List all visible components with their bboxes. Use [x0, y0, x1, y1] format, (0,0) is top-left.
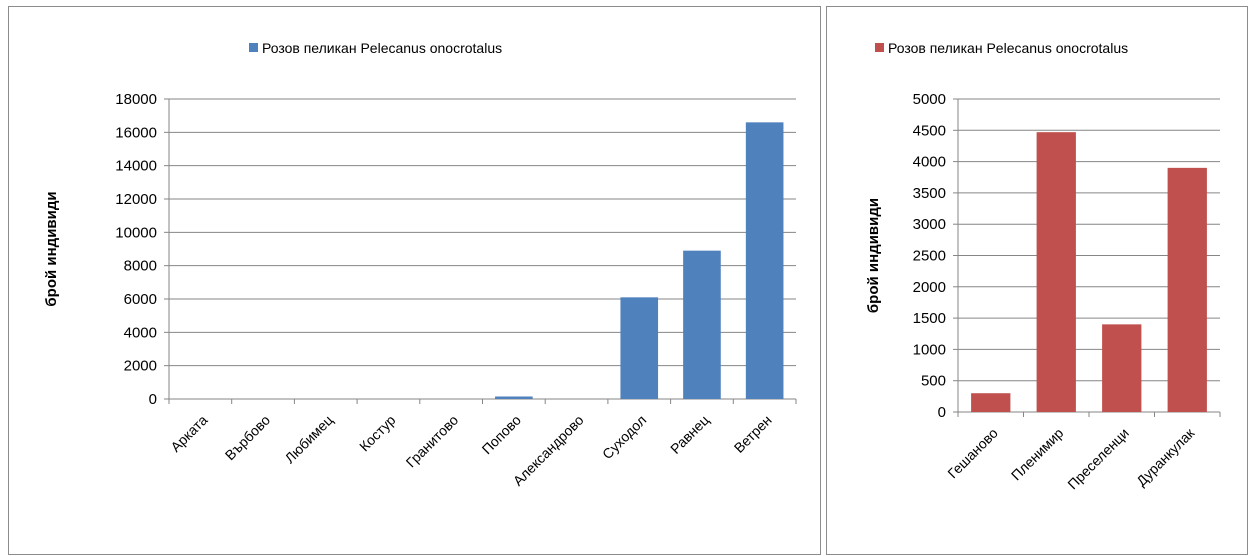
y-tick-label: 2000 [124, 358, 157, 375]
bar [1167, 167, 1207, 412]
y-tick-label: 1500 [913, 310, 946, 327]
y-tick-label: 10000 [115, 224, 157, 241]
legend-swatch [249, 43, 258, 52]
y-tick-label: 12000 [115, 191, 157, 208]
x-category-label: Гранитово [403, 412, 462, 471]
y-tick-label: 14000 [115, 158, 157, 175]
y-tick-label: 16000 [115, 124, 157, 141]
x-category-label: Равнец [667, 412, 712, 457]
legend-swatch [875, 43, 884, 52]
chart-panel-right: Розов пеликан Pelecanus onocrotalus брой … [826, 6, 1248, 555]
y-tick-label: 0 [149, 391, 157, 408]
x-category-label: Попово [479, 412, 525, 458]
y-tick-label: 2500 [913, 248, 946, 265]
x-category-label: Гешаново [944, 425, 1001, 482]
y-tick-label: 18000 [115, 91, 157, 108]
y-axis-title: брой индивиди [865, 198, 882, 313]
y-tick-label: 4500 [913, 122, 946, 139]
y-tick-label: 8000 [124, 258, 157, 275]
y-tick-label: 6000 [124, 291, 157, 308]
x-category-label: Преселенци [1064, 425, 1132, 493]
x-category-label: Ветрен [731, 412, 775, 456]
bar-chart-svg: Розов пеликан Pelecanus onocrotalus брой … [43, 40, 797, 489]
y-tick-label: 3500 [913, 185, 946, 202]
legend-label: Розов пеликан Pelecanus onocrotalus [262, 40, 502, 56]
y-tick-label: 0 [938, 404, 946, 421]
y-tick-label: 500 [921, 373, 946, 390]
x-category-label: Върбово [222, 412, 274, 464]
bar [971, 393, 1011, 412]
y-tick-label: 4000 [913, 154, 946, 171]
bar [1036, 132, 1076, 412]
bar [683, 250, 721, 399]
y-tick-label: 4000 [124, 324, 157, 341]
y-axis-title: брой индивиди [43, 191, 60, 306]
bar [1102, 324, 1142, 412]
bar-chart-svg: Розов пеликан Pelecanus onocrotalus брой … [865, 40, 1221, 493]
y-tick-label: 2000 [913, 279, 946, 296]
x-category-label: Арката [167, 412, 210, 455]
x-category-label: Любимец [281, 412, 335, 466]
y-tick-label: 3000 [913, 216, 946, 233]
x-category-label: Суходол [599, 412, 649, 462]
y-tick-label: 5000 [913, 91, 946, 108]
y-tick-label: 1000 [913, 341, 946, 358]
x-category-label: Костур [356, 412, 399, 455]
x-category-label: Дуранкулак [1133, 424, 1198, 489]
chart-panel-left: Розов пеликан Pelecanus onocrotalus брой … [8, 6, 821, 555]
bar [745, 122, 784, 399]
bar [620, 297, 659, 399]
bar [495, 396, 533, 399]
legend-label: Розов пеликан Pelecanus onocrotalus [888, 40, 1128, 56]
x-category-label: Пленимир [1008, 425, 1067, 484]
